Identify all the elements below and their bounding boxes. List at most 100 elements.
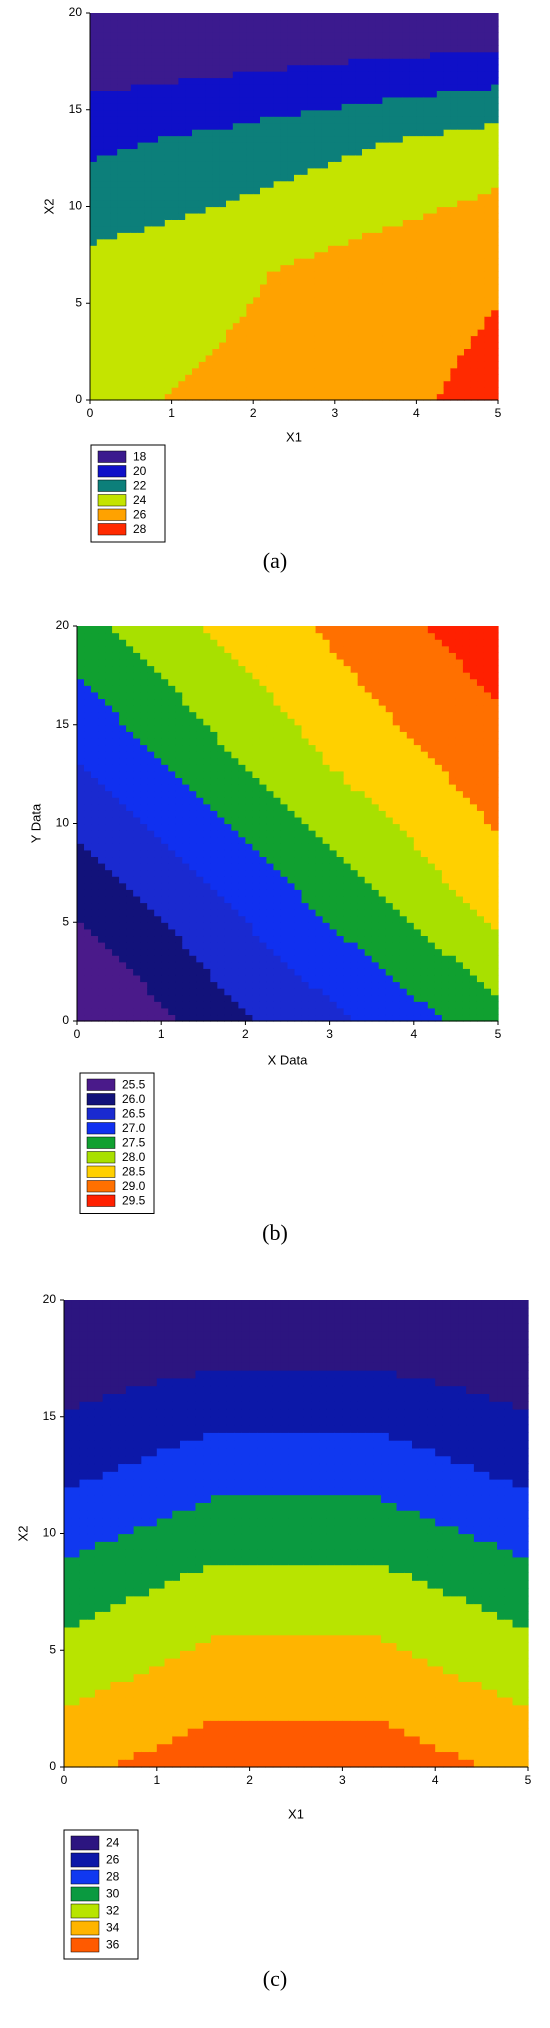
contour-cell — [246, 109, 254, 117]
contour-cell — [130, 374, 139, 382]
contour-cell — [126, 672, 134, 680]
contour-cell — [212, 200, 220, 208]
contour-cell — [98, 737, 106, 746]
contour-cell — [246, 96, 254, 104]
contour-cell — [185, 193, 193, 201]
contour-cell — [416, 296, 424, 304]
contour-cell — [91, 882, 99, 890]
contour-cell — [185, 322, 193, 330]
contour-cell — [210, 665, 218, 673]
contour-cell — [348, 174, 356, 182]
contour-cell — [90, 393, 98, 401]
contour-cell — [300, 38, 309, 46]
contour-cell — [341, 71, 349, 79]
contour-cell — [178, 367, 186, 375]
contour-cell — [151, 238, 159, 246]
contour-cell — [154, 626, 162, 634]
contour-cell — [175, 942, 183, 950]
contour-cell — [362, 309, 370, 317]
contour-cell — [328, 161, 336, 169]
contour-cell — [314, 393, 322, 401]
contour-cell — [203, 988, 211, 996]
contour-cell — [328, 232, 336, 240]
contour-cell — [168, 705, 176, 713]
contour-cell — [368, 245, 377, 253]
contour-cell — [219, 238, 227, 246]
contour-cell — [175, 902, 183, 910]
contour-cell — [130, 232, 139, 240]
contour-cell — [300, 238, 309, 246]
contour-cell — [147, 955, 155, 963]
contour-cell — [168, 632, 176, 640]
contour-cell — [423, 142, 431, 150]
contour-cell — [124, 200, 132, 208]
contour-cell — [90, 271, 98, 279]
contour-cell — [164, 219, 173, 227]
contour-cell — [126, 895, 134, 904]
contour-cell — [300, 180, 309, 188]
contour-cell — [362, 387, 370, 395]
contour-cell — [436, 193, 445, 201]
contour-cell — [239, 283, 247, 291]
contour-cell — [98, 672, 106, 680]
contour-cell — [117, 32, 125, 40]
contour-cell — [382, 387, 390, 395]
contour-cell — [192, 374, 200, 382]
contour-cell — [105, 968, 113, 976]
contour-cell — [239, 245, 247, 253]
contour-cell — [402, 206, 411, 214]
contour-cell — [192, 200, 200, 208]
contour-cell — [362, 161, 370, 169]
contour-cell — [212, 283, 220, 291]
contour-cell — [98, 876, 106, 884]
contour-cell — [98, 652, 106, 660]
contour-cell — [198, 96, 207, 104]
contour-cell — [185, 219, 193, 227]
contour-cell — [203, 691, 211, 700]
contour-cell — [103, 341, 111, 349]
contour-cell — [402, 380, 411, 388]
contour-cell — [205, 193, 213, 201]
contour-cell — [307, 174, 315, 182]
contour-cell — [287, 187, 295, 195]
contour-cell — [348, 380, 356, 388]
contour-cell — [260, 64, 268, 72]
contour-cell — [90, 13, 98, 21]
contour-cell — [133, 843, 141, 851]
contour-cell — [178, 174, 186, 182]
contour-cell — [260, 122, 268, 130]
contour-cell — [185, 83, 193, 91]
contour-cell — [77, 626, 85, 634]
contour-cell — [205, 142, 213, 150]
contour-cell — [90, 206, 98, 214]
contour-cell — [450, 380, 458, 388]
contour-cell — [112, 922, 120, 930]
contour-cell — [210, 626, 218, 634]
contour-cell — [321, 25, 329, 33]
contour-cell — [77, 948, 85, 956]
contour-cell — [203, 869, 211, 877]
contour-cell — [382, 380, 390, 388]
contour-cell — [91, 902, 99, 910]
contour-cell — [430, 206, 438, 214]
contour-cell — [430, 13, 438, 21]
contour-cell — [110, 238, 118, 246]
contour-cell — [464, 200, 472, 208]
contour-cell — [124, 103, 132, 111]
contour-cell — [402, 245, 411, 253]
contour-cell — [112, 994, 120, 1002]
contour-cell — [91, 988, 99, 996]
contour-cell — [210, 988, 218, 996]
contour-cell — [98, 843, 106, 851]
contour-cell — [477, 13, 485, 21]
contour-cell — [103, 148, 111, 156]
contour-cell — [164, 148, 173, 156]
contour-cell — [147, 639, 155, 647]
contour-cell — [328, 393, 336, 401]
contour-cell — [226, 393, 234, 401]
contour-cell — [117, 200, 125, 208]
contour-cell — [96, 77, 105, 85]
contour-cell — [470, 374, 479, 382]
contour-cell — [389, 19, 397, 27]
contour-cell — [375, 148, 383, 156]
